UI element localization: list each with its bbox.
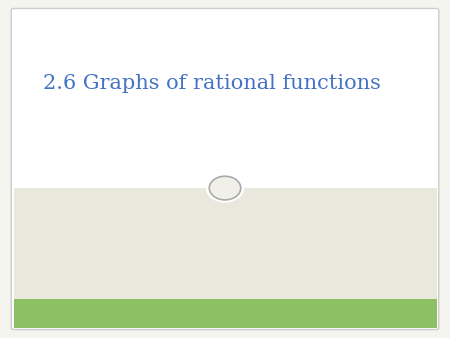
Circle shape — [206, 173, 244, 202]
Bar — [14, 188, 436, 299]
FancyBboxPatch shape — [11, 8, 439, 330]
Circle shape — [209, 176, 241, 200]
Text: 2.6 Graphs of rational functions: 2.6 Graphs of rational functions — [43, 74, 381, 93]
Bar — [14, 299, 436, 328]
